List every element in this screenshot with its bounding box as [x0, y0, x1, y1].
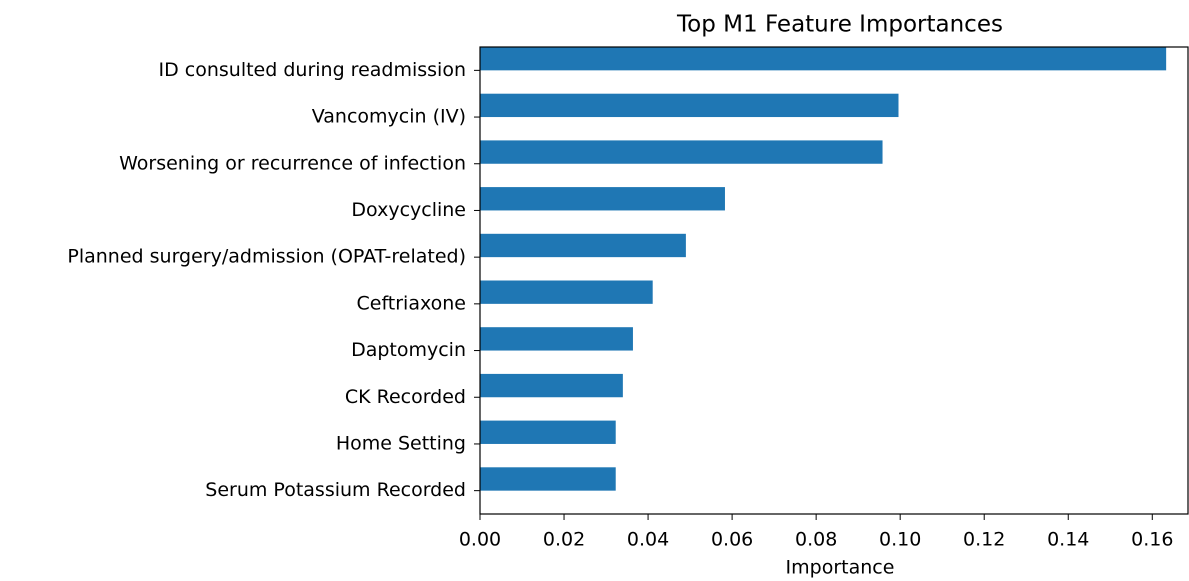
bar [480, 420, 616, 444]
y-tick-label: Serum Potassium Recorded [205, 479, 466, 501]
x-tick-label: 0.06 [711, 529, 753, 551]
x-tick-label: 0.00 [459, 529, 501, 551]
x-tick-label: 0.14 [1047, 529, 1089, 551]
y-tick-label: Doxycycline [351, 199, 466, 221]
y-tick-label: Home Setting [336, 432, 466, 454]
y-tick-label: CK Recorded [345, 386, 466, 408]
bar [480, 327, 633, 351]
x-axis-label: Importance [786, 557, 895, 579]
x-tick-label: 0.02 [543, 529, 585, 551]
chart-title: Top M1 Feature Importances [676, 12, 1003, 38]
x-tick-label: 0.12 [963, 529, 1005, 551]
bar [480, 280, 653, 304]
y-tick-label: Planned surgery/admission (OPAT-related) [67, 246, 466, 268]
x-tick-label: 0.04 [627, 529, 669, 551]
x-tick-label: 0.10 [879, 529, 921, 551]
bar [480, 47, 1167, 71]
y-tick-label: ID consulted during readmission [159, 59, 467, 81]
bar [480, 233, 686, 258]
x-tick-label: 0.16 [1131, 529, 1173, 551]
y-tick-label: Vancomycin (IV) [312, 106, 466, 128]
x-tick-label: 0.08 [795, 529, 837, 551]
bar [480, 140, 883, 164]
y-tick-label: Daptomycin [351, 339, 466, 361]
y-tick-label: Ceftriaxone [356, 292, 466, 314]
plot-frame [479, 46, 1189, 515]
bar [480, 187, 725, 211]
bar [480, 93, 899, 118]
bar [480, 373, 623, 398]
y-tick-label: Worsening or recurrence of infection [119, 152, 466, 174]
bar [480, 467, 616, 491]
